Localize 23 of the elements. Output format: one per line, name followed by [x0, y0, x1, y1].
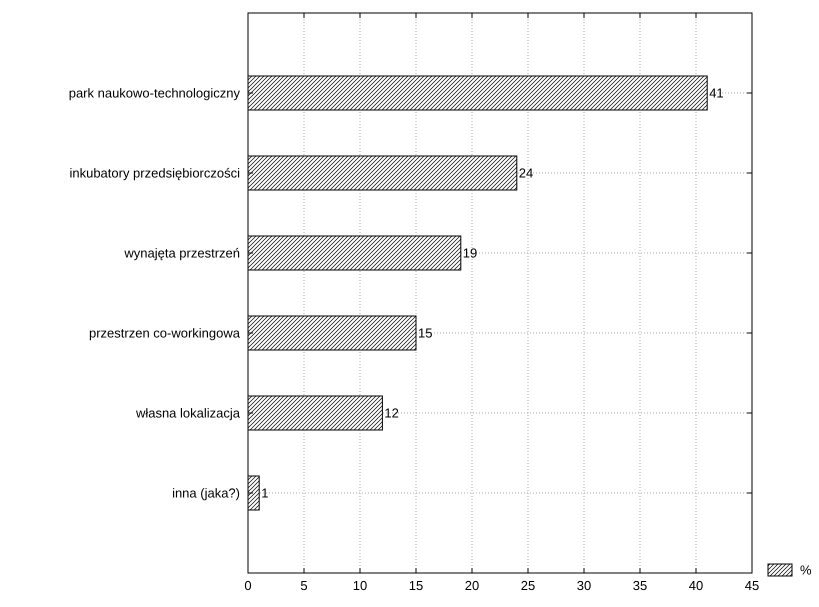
y-tick-label: inna (jaka?)	[172, 486, 240, 501]
x-tick-label: 15	[408, 578, 424, 594]
data-label: 1	[261, 486, 268, 501]
data-label: 19	[462, 246, 478, 261]
y-tick-label: park naukowo-technologiczny	[68, 86, 240, 101]
x-tick-label: 25	[520, 578, 536, 594]
x-tick-label: 5	[300, 578, 308, 594]
y-tick-label: przestrzen co-workingowa	[88, 326, 241, 341]
x-tick-label: 40	[688, 578, 704, 594]
data-label: 24	[518, 166, 534, 181]
y-tick-label: wynajęta przestrzeń	[123, 246, 240, 261]
data-label: 41	[709, 86, 724, 101]
y-tick-label: inkubatory przedsiębiorczości	[69, 166, 240, 181]
x-tick-label: 35	[632, 578, 648, 594]
legend-label: %	[800, 562, 812, 578]
data-label: 12	[384, 406, 399, 421]
x-tick-label: 30	[576, 578, 592, 594]
y-tick-label: własna lokalizacja	[134, 406, 241, 421]
x-tick-label: 45	[744, 578, 760, 594]
x-tick-label: 20	[464, 578, 480, 594]
x-tick-label: 0	[244, 578, 252, 594]
data-label: 15	[418, 326, 432, 341]
x-tick-label: 10	[352, 578, 368, 594]
